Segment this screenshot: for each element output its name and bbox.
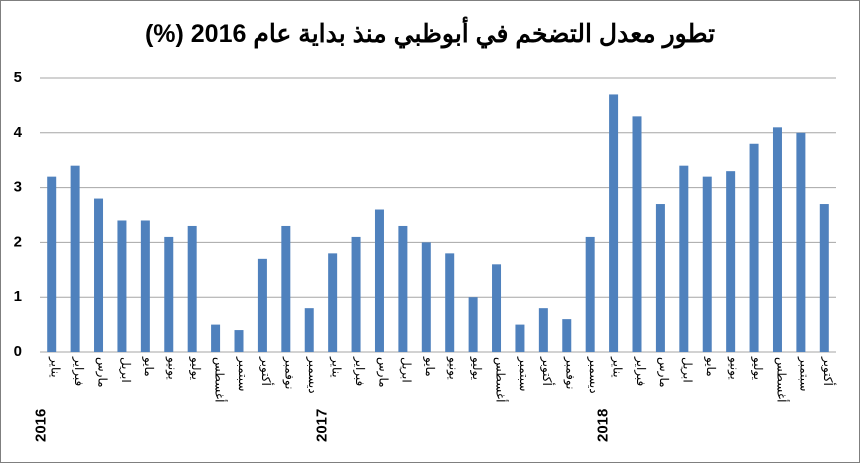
bar	[211, 324, 221, 352]
bar	[398, 225, 408, 352]
bar	[234, 330, 244, 352]
bar	[796, 132, 806, 352]
x-tick-label: يناير	[49, 356, 63, 378]
x-tick-label: أكتوبر	[540, 356, 555, 386]
y-tick-label: 1	[14, 288, 22, 305]
bar	[468, 297, 478, 352]
x-tick-label: أغسطس	[212, 357, 227, 402]
x-tick-label: ابريل	[681, 357, 695, 383]
bar	[328, 253, 338, 352]
y-tick-label: 3	[14, 179, 22, 196]
x-tick-label: يوليو	[470, 356, 484, 380]
bar	[351, 236, 361, 352]
bar	[445, 253, 455, 352]
group-label: 2018	[595, 409, 612, 442]
bar	[117, 220, 127, 352]
bar	[726, 171, 736, 352]
x-tick-label: سبتمبر	[798, 356, 812, 391]
bar	[257, 258, 267, 352]
bar	[562, 319, 572, 352]
group-label: 2016	[33, 409, 50, 442]
x-tick-label: فبراير	[72, 356, 86, 386]
bar	[421, 242, 431, 352]
group-label: 2017	[314, 409, 331, 442]
bar	[772, 127, 782, 352]
x-tick-label: يونيو	[727, 356, 741, 380]
x-tick-label: يناير	[329, 356, 343, 378]
bar	[749, 143, 759, 352]
x-tick-label: مارس	[376, 357, 390, 388]
bar	[374, 209, 384, 352]
bar	[281, 225, 291, 352]
x-tick-label: أغسطس	[493, 357, 508, 402]
x-tick-label: فبراير	[353, 356, 367, 386]
bar	[70, 165, 80, 352]
bar	[609, 94, 619, 352]
x-tick-label: مارس	[657, 357, 671, 388]
x-tick-label: ابريل	[119, 357, 133, 383]
bar	[515, 324, 525, 352]
x-tick-label: ديسمبر	[587, 356, 601, 394]
x-tick-label: يونيو	[447, 356, 461, 380]
x-tick-label: مايو	[142, 356, 156, 377]
bar	[164, 236, 174, 352]
bar	[679, 165, 689, 352]
bar	[819, 204, 829, 352]
x-tick-label: يناير	[610, 356, 624, 378]
x-tick-label: مايو	[423, 356, 437, 377]
bar	[585, 236, 595, 352]
bar	[492, 264, 502, 352]
bar	[702, 176, 712, 352]
x-tick-label: يوليو	[189, 356, 203, 380]
y-tick-label: 5	[14, 69, 22, 86]
x-tick-label: سبتمبر	[517, 356, 531, 391]
bar	[538, 308, 548, 352]
bar	[304, 308, 314, 352]
x-tick-label: يونيو	[166, 356, 180, 380]
x-tick-label: مارس	[95, 357, 109, 388]
bar	[655, 204, 665, 352]
bar	[632, 116, 642, 352]
bar	[140, 220, 150, 352]
x-tick-label: أكتوبر	[821, 356, 836, 386]
bar	[187, 225, 197, 352]
x-tick-label: يوليو	[751, 356, 765, 380]
x-tick-label: ديسمبر	[306, 356, 320, 394]
chart-title: تطور معدل التضخم في أبوظبي منذ بداية عام…	[145, 15, 715, 49]
x-tick-label: أكتوبر	[259, 356, 274, 386]
x-tick-label: نوفمبر	[283, 356, 297, 389]
x-tick-label: نوفمبر	[564, 356, 578, 389]
bar	[47, 176, 57, 352]
bar	[94, 198, 104, 352]
x-tick-label: مايو	[704, 356, 718, 377]
y-tick-label: 4	[14, 124, 23, 141]
x-tick-label: فبراير	[634, 356, 648, 386]
y-tick-label: 0	[14, 343, 22, 360]
x-tick-label: سبتمبر	[236, 356, 250, 391]
x-tick-label: أغسطس	[774, 357, 789, 402]
x-tick-label: ابريل	[400, 357, 414, 383]
y-tick-label: 2	[14, 233, 22, 250]
